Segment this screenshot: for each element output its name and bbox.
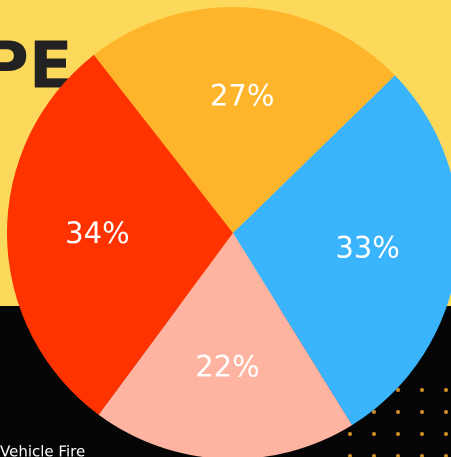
dot [372, 432, 376, 436]
dot [396, 432, 400, 436]
pie-slice [7, 54, 234, 415]
dot [420, 388, 424, 392]
pie-slice [233, 75, 451, 426]
slice-label: 27% [210, 79, 274, 113]
dot [372, 454, 376, 457]
slice-label: 33% [335, 231, 399, 265]
dot [396, 388, 400, 392]
slice-label: 34% [65, 216, 129, 250]
legend-label: Vehicle Fire [0, 443, 85, 457]
dot [444, 410, 448, 414]
pie: 27% 33% 22% 34% [7, 7, 451, 457]
dot [444, 432, 448, 436]
slice-label: 22% [195, 349, 259, 383]
dot [372, 410, 376, 414]
dot [396, 410, 400, 414]
dot [420, 410, 424, 414]
dot [396, 454, 400, 457]
pie-slice [93, 7, 396, 233]
dot [420, 454, 424, 457]
dot [444, 454, 448, 457]
dot [348, 454, 352, 457]
dot-pattern [348, 388, 448, 457]
dot [348, 432, 352, 436]
dot [444, 388, 448, 392]
pie-slice [98, 233, 353, 457]
dot [420, 432, 424, 436]
